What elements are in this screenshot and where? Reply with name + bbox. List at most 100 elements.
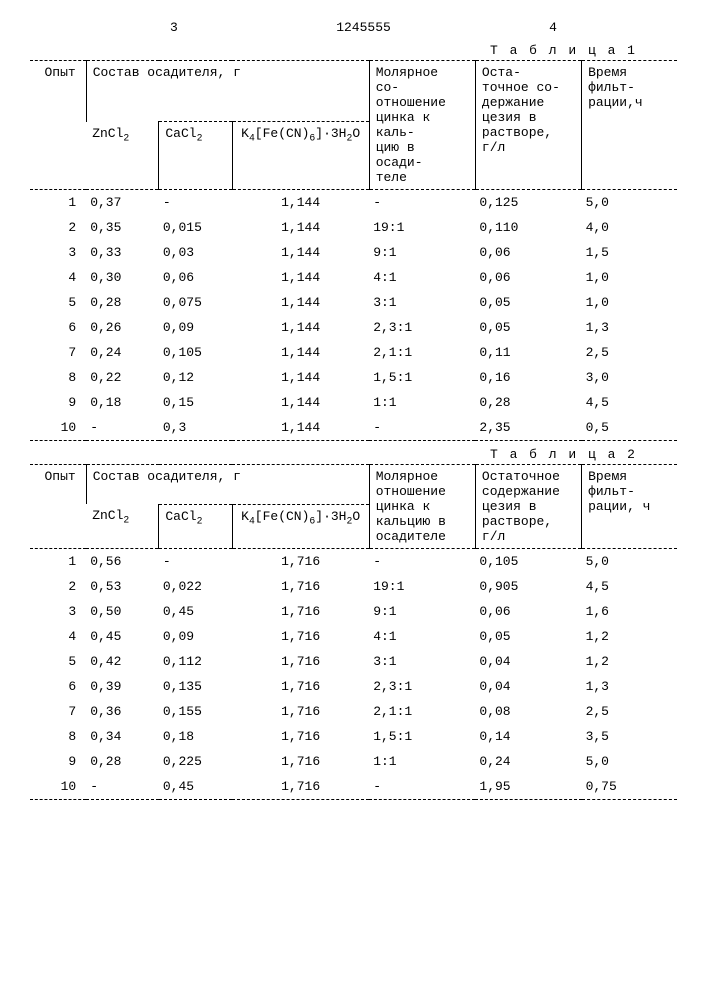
table-cell: 7 [30, 340, 86, 365]
table-cell: 0,05 [475, 315, 581, 340]
table-row: 10,56-1,716-0,1055,0 [30, 549, 677, 575]
table-cell: 0,24 [475, 749, 581, 774]
table-cell: 0,15 [159, 390, 232, 415]
table-row: 40,450,091,7164:10,051,2 [30, 624, 677, 649]
table-cell: 0,12 [159, 365, 232, 390]
table-cell: 1,716 [232, 649, 369, 674]
table-cell: 0,45 [159, 774, 232, 800]
table-cell: 1,5 [582, 240, 677, 265]
table-cell: 0,18 [159, 724, 232, 749]
table-cell: 0,28 [475, 390, 581, 415]
table-cell: 9 [30, 390, 86, 415]
table-cell: 1,144 [232, 215, 369, 240]
table-cell: 1,716 [232, 599, 369, 624]
table-cell: - [159, 549, 232, 575]
table-cell: 1,0 [582, 265, 677, 290]
table-cell: 1,0 [582, 290, 677, 315]
table-cell: 2,5 [582, 340, 677, 365]
table-cell: 0,26 [86, 315, 159, 340]
table-row: 10-0,451,716-1,950,75 [30, 774, 677, 800]
table-cell: 0,56 [86, 549, 159, 575]
table-cell: 0,06 [159, 265, 232, 290]
table-cell: 6 [30, 315, 86, 340]
table-cell: 3,0 [582, 365, 677, 390]
table-cell: 1,2 [582, 624, 677, 649]
table-cell: 5,0 [582, 190, 677, 216]
table-cell: - [369, 774, 475, 800]
table-cell: 1,144 [232, 340, 369, 365]
table-cell: - [159, 190, 232, 216]
table-cell: 1,144 [232, 390, 369, 415]
table-row: 50,280,0751,1443:10,051,0 [30, 290, 677, 315]
table-cell: 8 [30, 724, 86, 749]
col-opyt: Опыт [30, 465, 86, 549]
data-table: ОпытСостав осадителя, гМолярноеотношение… [30, 464, 677, 800]
table-cell: 0,022 [159, 574, 232, 599]
table-cell: 2 [30, 574, 86, 599]
table-cell: 1:1 [369, 749, 475, 774]
table-row: 60,390,1351,7162,3:10,041,3 [30, 674, 677, 699]
table-cell: 1,5:1 [369, 724, 475, 749]
table-cell: 3:1 [369, 290, 475, 315]
col-cacl2: CaCl2 [159, 122, 232, 190]
table-cell: 0,28 [86, 749, 159, 774]
document-number: 1245555 [336, 20, 391, 35]
table-cell: 1,95 [475, 774, 581, 800]
table-cell: 0,45 [159, 599, 232, 624]
table-cell: 0,09 [159, 315, 232, 340]
table-cell: 1,716 [232, 624, 369, 649]
col-precip-group: Состав осадителя, г [86, 61, 369, 122]
table-row: 30,330,031,1449:10,061,5 [30, 240, 677, 265]
table-cell: 0,05 [475, 290, 581, 315]
table-cell: 10 [30, 774, 86, 800]
table-cell: 9 [30, 749, 86, 774]
page-header: 3 1245555 4 [30, 20, 677, 35]
table-cell: 0,75 [582, 774, 677, 800]
table-cell: 4 [30, 624, 86, 649]
table-cell: 0,45 [86, 624, 159, 649]
table-cell: 1,144 [232, 240, 369, 265]
table-cell: 1,6 [582, 599, 677, 624]
page-number-right: 4 [549, 20, 557, 35]
table-cell: 1 [30, 549, 86, 575]
table-cell: 1,3 [582, 315, 677, 340]
table-cell: 1,144 [232, 290, 369, 315]
table-cell: - [86, 774, 159, 800]
table-cell: 0,08 [475, 699, 581, 724]
table-caption: Т а б л и ц а 2 [30, 447, 637, 462]
table-cell: 5,0 [582, 749, 677, 774]
table-cell: 4,5 [582, 574, 677, 599]
table-row: 70,240,1051,1442,1:10,112,5 [30, 340, 677, 365]
table-cell: 19:1 [369, 574, 475, 599]
col-cacl2: CaCl2 [159, 504, 232, 548]
table-cell: 0,53 [86, 574, 159, 599]
col-residual: Остаточноесодержаниецезия врастворе,г/л [475, 465, 581, 549]
table-cell: 0,24 [86, 340, 159, 365]
col-residual: Оста-точное со-держаниецезия врастворе,г… [475, 61, 581, 190]
table-cell: 19:1 [369, 215, 475, 240]
table-cell: 0,110 [475, 215, 581, 240]
table-cell: 1,144 [232, 265, 369, 290]
table-cell: 0,125 [475, 190, 581, 216]
table-cell: 0,37 [86, 190, 159, 216]
table-cell: 0,36 [86, 699, 159, 724]
table-cell: 0,35 [86, 215, 159, 240]
table-cell: 5 [30, 649, 86, 674]
table-cell: 1,144 [232, 365, 369, 390]
col-molar: Молярное со-отношениецинка к каль-цию в … [369, 61, 475, 190]
table-cell: 7 [30, 699, 86, 724]
table-cell: 1,3 [582, 674, 677, 699]
table-cell: 4:1 [369, 624, 475, 649]
table-row: 20,350,0151,14419:10,1104,0 [30, 215, 677, 240]
table-cell: 0,075 [159, 290, 232, 315]
table-cell: 2,1:1 [369, 340, 475, 365]
table-cell: 2,3:1 [369, 315, 475, 340]
table-cell: 3:1 [369, 649, 475, 674]
table-cell: 0,18 [86, 390, 159, 415]
table-cell: 0,16 [475, 365, 581, 390]
table-cell: 6 [30, 674, 86, 699]
table-cell: 1,716 [232, 749, 369, 774]
table-cell: 1 [30, 190, 86, 216]
table-cell: 1,716 [232, 724, 369, 749]
table-cell: 0,33 [86, 240, 159, 265]
